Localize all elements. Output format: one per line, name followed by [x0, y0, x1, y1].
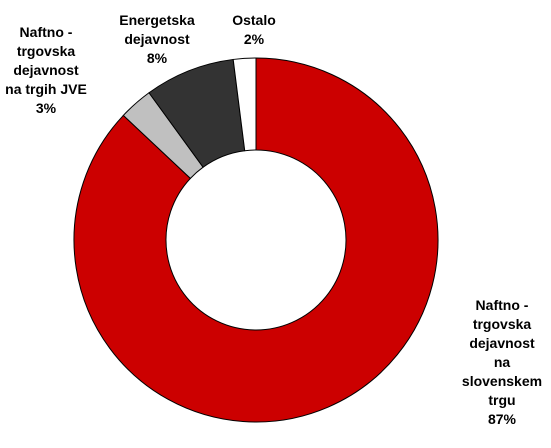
label-value-ostalo: 2% [244, 31, 265, 47]
slice-slovenski-trg [73, 57, 439, 423]
label-trgi-jve: Naftno - trgovska dejavnost na trgih JVE 3% [5, 24, 87, 116]
label-energetska-dejavnost: Energetska dejavnost 8% [119, 12, 195, 66]
label-line-slovenski-trg: trgu [488, 392, 515, 408]
label-line-slovenski-trg: dejavnost [469, 335, 535, 351]
label-line-slovenski-trg: Naftno - [476, 297, 529, 313]
label-value-trgi-jve: 3% [36, 100, 57, 116]
slice-ostalo [232, 57, 257, 152]
label-value-slovenski-trg: 87% [488, 411, 517, 427]
label-line-energetska-dejavnost: Energetska [119, 12, 195, 28]
label-line-slovenski-trg: na [494, 354, 511, 370]
label-line-energetska-dejavnost: dejavnost [124, 31, 190, 47]
labels-layer: Naftno - trgovska dejavnost na slovenskem trg… [5, 12, 542, 427]
label-line-slovenski-trg: slovenskem [462, 373, 542, 389]
label-line-ostalo: Ostalo [232, 12, 276, 28]
label-line-trgi-jve: Naftno - [20, 24, 73, 40]
label-value-energetska-dejavnost: 8% [147, 50, 168, 66]
label-slovenski-trg: Naftno - trgovska dejavnost na slovenskem trg… [462, 297, 542, 427]
label-line-trgi-jve: dejavnost [13, 62, 79, 78]
label-line-trgi-jve: trgovska [17, 43, 76, 59]
label-line-slovenski-trg: trgovska [473, 316, 532, 332]
label-line-trgi-jve: na trgih JVE [5, 81, 87, 97]
label-ostalo: Ostalo 2% [232, 12, 276, 47]
slices-layer [73, 57, 439, 423]
